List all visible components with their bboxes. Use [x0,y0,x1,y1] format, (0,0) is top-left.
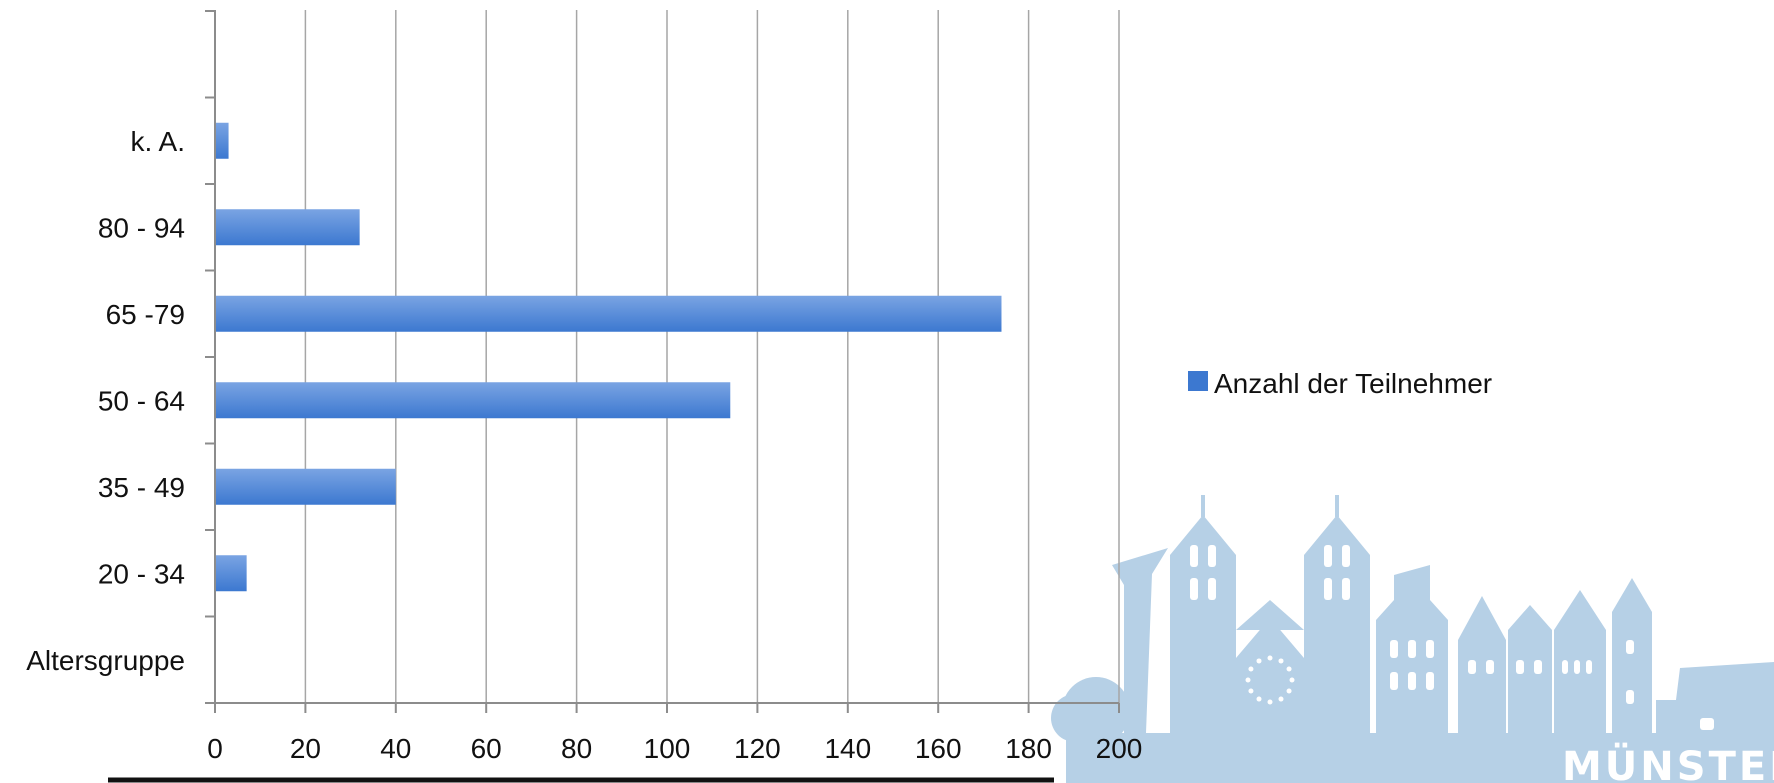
skyline-shape [1612,578,1652,733]
legend-swatch [1188,371,1208,391]
skyline-window [1486,660,1494,674]
category-label: 80 - 94 [98,212,185,243]
skyline-window [1586,660,1592,674]
skyline-window [1208,578,1216,600]
skyline-window [1324,545,1332,567]
skyline-window [1390,672,1398,690]
skyline-shape [1170,515,1236,733]
value-tick-label: 40 [380,733,411,764]
category-label: Altersgruppe [26,645,185,676]
skyline-clock-dot [1248,666,1254,672]
bar [216,122,229,159]
category-label: 35 - 49 [98,472,185,503]
skyline-window [1574,660,1580,674]
category-axis-labels: Altersgruppe 20 - 34 35 - 49 50 - 64 65 -79 8… [26,126,185,676]
value-tick-label: 80 [561,733,592,764]
skyline-clock-dot [1256,658,1262,664]
value-tick-label: 0 [207,733,223,764]
skyline-shape [1112,548,1168,733]
skyline-window [1426,640,1434,658]
skyline-clock-dot [1278,696,1284,702]
skyline-window [1562,660,1568,674]
category-label: k. A. [131,126,185,157]
skyline-clock-dot [1289,677,1295,683]
skyline-window [1208,545,1216,567]
skyline-clock-dot [1267,655,1273,661]
skyline-clock-dot [1248,688,1254,694]
skyline-shape [1458,596,1506,733]
bar [216,382,731,419]
skyline-window [1516,660,1524,674]
skyline-window [1426,672,1434,690]
category-label: 20 - 34 [98,558,185,589]
legend: Anzahl der Teilnehmer [1188,368,1492,399]
skyline-window [1534,660,1542,674]
skyline-shape [1051,694,1099,742]
value-tick-label: 120 [734,733,781,764]
skyline-shape [1201,495,1205,517]
bar [216,295,1002,332]
skyline-shape [1656,662,1774,733]
value-tick-label: 160 [915,733,962,764]
skyline-window [1700,718,1714,730]
skyline-window [1408,640,1416,658]
skyline-window [1626,640,1634,654]
skyline-window [1390,640,1398,658]
watermark-text: MÜNSTER [1562,742,1774,783]
skyline-clock-dot [1267,699,1273,705]
legend-label: Anzahl der Teilnehmer [1214,368,1492,399]
value-tick-label: 200 [1096,733,1143,764]
bar [216,468,396,505]
skyline-clock-dot [1256,696,1262,702]
vertical-gridlines [304,10,1120,703]
category-label: 65 -79 [106,299,185,330]
skyline-shape [1066,733,1774,783]
value-tick-label: 60 [471,733,502,764]
skyline-window [1468,660,1476,674]
skyline-window [1342,545,1350,567]
skyline-window [1408,672,1416,690]
skyline-shape [1304,515,1370,733]
skyline-window [1626,690,1634,704]
value-tick-label: 20 [290,733,321,764]
skyline-window [1342,578,1350,600]
axes [205,10,1120,713]
skyline-shape [1508,605,1552,733]
munster-skyline-watermark: MÜNSTER [1051,495,1774,783]
skyline-window [1190,545,1198,567]
skyline-clock-dot [1245,677,1251,683]
category-label: 50 - 64 [98,385,185,416]
skyline-clock-dot [1286,666,1292,672]
value-tick-label: 100 [644,733,691,764]
value-tick-label: 180 [1005,733,1052,764]
bar [216,209,360,246]
skyline-clock-dot [1278,658,1284,664]
skyline-window [1190,578,1198,600]
skyline-shape [1236,600,1304,630]
value-tick-label: 140 [824,733,871,764]
skyline-window [1324,578,1332,600]
bar [216,555,247,592]
skyline-shape [1236,618,1304,733]
skyline-clock-dot [1286,688,1292,694]
skyline-shape [1554,590,1606,733]
bar-series [216,122,1002,592]
skyline-shape [1335,495,1339,517]
value-axis-labels: 0 20 40 60 80 100 120 140 160 180 200 [207,733,1142,764]
